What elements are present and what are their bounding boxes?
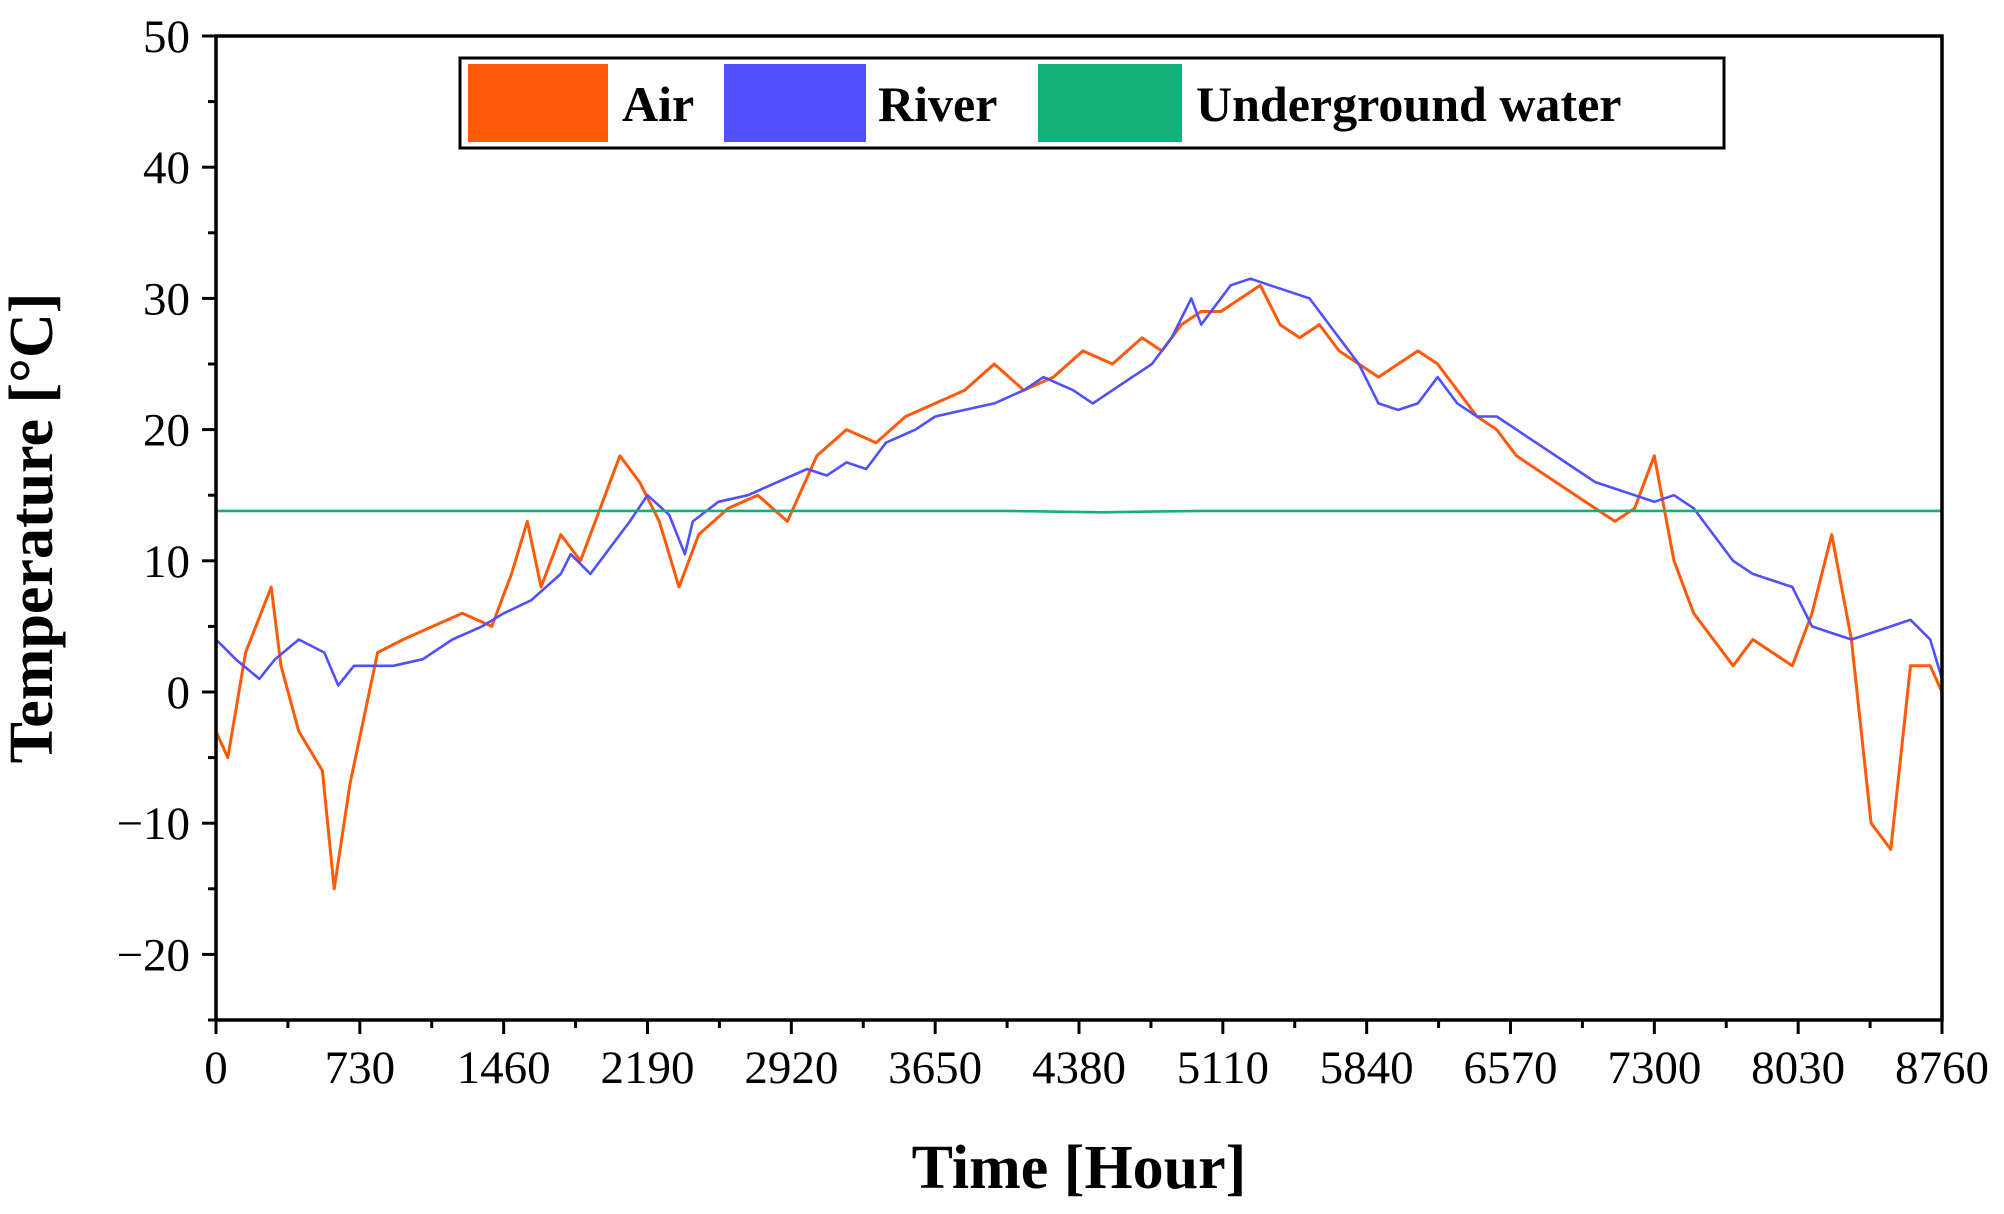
y-tick-label: 50 xyxy=(143,11,190,63)
y-tick-label: 40 xyxy=(143,142,190,194)
x-tick-label: 5110 xyxy=(1177,1042,1269,1094)
y-axis-title: Temperature [°C] xyxy=(0,293,66,764)
series-line-underground-water xyxy=(216,509,1942,514)
y-tick-label: 0 xyxy=(167,667,191,719)
series-line-river xyxy=(215,277,1944,687)
y-tick-label: 20 xyxy=(143,405,190,457)
x-tick-label: 1460 xyxy=(457,1042,551,1094)
plot-frame xyxy=(214,34,1944,1022)
y-tick-label: 30 xyxy=(143,273,190,325)
y-tick-label: −20 xyxy=(116,929,190,981)
x-tick-label: 4380 xyxy=(1032,1042,1126,1094)
x-tick-label: 0 xyxy=(204,1042,228,1094)
x-tick-label: 3650 xyxy=(888,1042,982,1094)
x-tick-label: 8030 xyxy=(1751,1042,1845,1094)
x-tick-label: 6570 xyxy=(1464,1042,1558,1094)
y-tick-label: −10 xyxy=(116,798,190,850)
legend-label-underground-water: Underground water xyxy=(1196,76,1621,132)
legend-swatch-underground-water xyxy=(1038,64,1182,142)
x-tick-label: 7300 xyxy=(1607,1042,1701,1094)
x-tick-label: 5840 xyxy=(1320,1042,1414,1094)
legend-swatch-air xyxy=(468,64,608,142)
axes-layer: 0 730 1460 2190 2920 3650 4380 5110 5840 6570 7300… xyxy=(116,11,1989,1094)
x-tick-label: 2920 xyxy=(744,1042,838,1094)
series-layer xyxy=(214,277,1944,891)
series-line-air xyxy=(214,283,1944,891)
y-tick-label: 10 xyxy=(143,536,190,588)
x-tick-label: 8760 xyxy=(1895,1042,1989,1094)
x-tick-label: 730 xyxy=(325,1042,396,1094)
legend-label-air: Air xyxy=(622,76,694,132)
legend-label-river: River xyxy=(878,76,997,132)
x-tick-label: 2190 xyxy=(601,1042,695,1094)
legend: Air River Underground water xyxy=(458,56,1726,150)
x-axis-title: Time [Hour] xyxy=(912,1134,1247,1202)
legend-swatch-river xyxy=(724,64,866,142)
